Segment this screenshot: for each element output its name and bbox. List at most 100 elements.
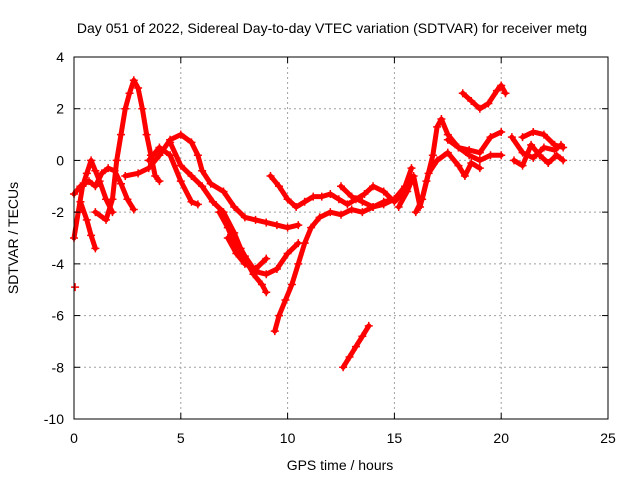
data-point-marker	[144, 164, 153, 173]
data-point-marker	[87, 231, 96, 240]
data-point-marker	[539, 130, 548, 139]
data-point-marker	[91, 182, 100, 191]
series-line	[272, 196, 397, 334]
data-point-marker	[351, 342, 360, 351]
data-point-marker	[134, 84, 143, 93]
data-point-marker	[486, 151, 495, 160]
data-point-marker	[125, 89, 134, 98]
data-point-marker	[409, 171, 418, 180]
data-point-marker	[443, 135, 452, 144]
data-point-marker	[71, 283, 80, 292]
data-point-marker	[266, 171, 275, 180]
data-point-marker	[433, 156, 442, 165]
data-point-marker	[272, 265, 281, 274]
data-point-marker	[108, 195, 117, 204]
data-point-marker	[529, 153, 538, 162]
data-point-marker	[315, 213, 324, 222]
data-point-marker	[123, 195, 132, 204]
data-point-marker	[518, 161, 527, 170]
data-point-marker	[390, 195, 399, 204]
data-point-marker	[364, 321, 373, 330]
data-point-marker	[527, 140, 536, 149]
series-arc-19	[510, 140, 568, 170]
data-point-marker	[497, 81, 506, 90]
series-arc-20	[518, 127, 568, 152]
data-point-marker	[275, 182, 284, 191]
data-point-marker	[198, 166, 207, 175]
x-axis: 0 5 10 15 20 25	[70, 57, 616, 446]
data-point-marker	[394, 202, 403, 211]
data-point-marker	[187, 197, 196, 206]
data-point-marker	[418, 195, 427, 204]
data-point-marker	[112, 156, 121, 165]
plot-frame	[73, 56, 609, 420]
data-point-marker	[428, 151, 437, 160]
y-tick-label: -10	[44, 411, 64, 427]
data-point-marker	[129, 205, 138, 214]
data-point-marker	[326, 208, 335, 217]
data-point-marker	[539, 143, 548, 152]
data-point-marker	[251, 265, 260, 274]
data-point-marker	[407, 164, 416, 173]
series-arc-12	[337, 164, 416, 211]
data-point-marker	[144, 156, 153, 165]
series-arc-9	[223, 234, 271, 274]
data-point-marker	[454, 161, 463, 170]
x-tick-label: 10	[280, 430, 296, 446]
data-point-marker	[240, 259, 249, 268]
y-tick-label: 0	[56, 152, 64, 168]
data-point-marker	[257, 280, 266, 289]
data-point-marker	[102, 215, 111, 224]
data-point-marker	[424, 169, 433, 178]
series-arc-4	[91, 76, 164, 224]
data-point-marker	[193, 151, 202, 160]
data-point-marker	[223, 223, 232, 232]
data-point-marker	[166, 151, 175, 160]
data-point-marker	[454, 143, 463, 152]
data-point-marker	[155, 143, 164, 152]
data-point-marker	[300, 239, 309, 248]
data-point-marker	[116, 130, 125, 139]
data-point-marker	[552, 151, 561, 160]
data-point-marker	[518, 133, 527, 142]
y-axis-label: SDTVAR / TECUs	[5, 182, 21, 294]
data-point-marker	[262, 288, 271, 297]
series-line	[460, 82, 508, 112]
series-arc-5	[121, 130, 303, 232]
data-point-marker	[155, 151, 164, 160]
data-point-marker	[283, 195, 292, 204]
data-point-marker	[379, 200, 388, 209]
series-line	[338, 165, 414, 210]
data-point-marker	[507, 133, 516, 142]
x-tick-label: 20	[493, 430, 509, 446]
data-point-marker	[232, 249, 241, 258]
data-point-marker	[510, 156, 519, 165]
data-point-marker	[358, 332, 367, 341]
data-point-marker	[187, 171, 196, 180]
data-point-marker	[379, 187, 388, 196]
data-point-marker	[307, 223, 316, 232]
series-arc-13	[339, 321, 373, 372]
data-point-marker	[262, 254, 271, 263]
data-point-marker	[283, 223, 292, 232]
x-tick-label: 25	[600, 430, 616, 446]
data-point-marker	[337, 182, 345, 191]
data-point-marker	[492, 86, 501, 95]
data-point-marker	[249, 270, 258, 279]
data-point-marker	[121, 171, 130, 180]
data-point-marker	[95, 177, 104, 186]
y-axis: 4 2 0 -2 -4 -6 -8 -10	[44, 49, 608, 427]
data-point-marker	[437, 115, 446, 124]
series-arc-7	[166, 138, 303, 279]
series-arc-17	[458, 81, 510, 113]
data-point-marker	[82, 169, 91, 178]
data-point-marker	[339, 363, 348, 372]
data-point-marker	[240, 213, 249, 222]
data-point-marker	[151, 171, 160, 180]
data-point-marker	[317, 192, 326, 201]
data-point-marker	[275, 311, 284, 320]
data-point-marker	[176, 161, 185, 170]
data-point-marker	[411, 208, 420, 217]
y-tick-label: 2	[56, 101, 64, 117]
series-line	[445, 129, 504, 156]
